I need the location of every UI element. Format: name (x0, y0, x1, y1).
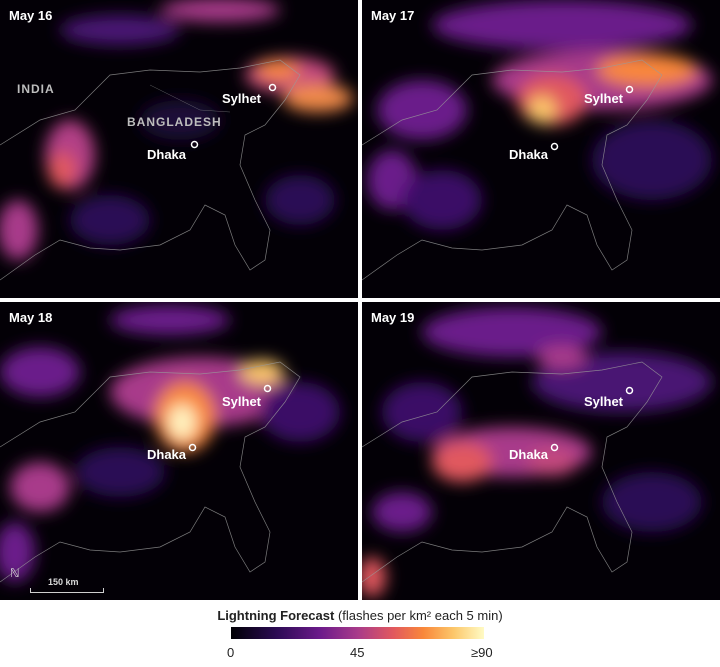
legend-units: (flashes per km² each 5 min) (337, 608, 503, 623)
legend-colorbar (231, 627, 484, 639)
lightning-map-may-19 (362, 307, 712, 597)
north-arrow-icon: ℕ (10, 566, 20, 580)
city-label-dhaka: Dhaka (147, 147, 187, 162)
panel-date: May 19 (371, 310, 415, 325)
city-label-sylhet: Sylhet (584, 394, 624, 409)
map-panel-may-19: May 19 Sylhet Dhaka (362, 302, 720, 600)
legend-tick-mid: 45 (350, 645, 365, 660)
city-marker-dhaka (550, 142, 559, 151)
legend-title: Lightning Forecast (flashes per km² each… (0, 608, 720, 623)
city-label-sylhet: Sylhet (222, 394, 262, 409)
city-marker-dhaka (190, 140, 199, 149)
scale-label: 150 km (48, 577, 79, 587)
lightning-map-may-18 (0, 305, 340, 583)
city-label-sylhet: Sylhet (222, 91, 262, 106)
city-marker-sylhet (263, 384, 272, 393)
city-marker-sylhet (625, 85, 634, 94)
map-panel-may-18: May 18 Sylhet Dhaka (0, 302, 358, 600)
city-label-dhaka: Dhaka (509, 147, 549, 162)
lightning-map-may-17 (362, 0, 712, 281)
city-marker-dhaka (188, 443, 197, 452)
lightning-map-may-16 (0, 0, 353, 281)
city-label-sylhet: Sylhet (584, 91, 624, 106)
legend-tick-max: ≥90 (471, 645, 493, 660)
legend-tick-min: 0 (227, 645, 235, 660)
country-label-bangladesh: BANGLADESH (127, 115, 222, 129)
city-marker-sylhet (625, 386, 634, 395)
city-marker-sylhet (268, 83, 277, 92)
legend-title-text: Lightning Forecast (217, 608, 335, 623)
panel-date: May 18 (9, 310, 53, 325)
map-panel-may-16: May 16 INDIA BANGLADESH Sylhet Dhaka (0, 0, 358, 298)
city-marker-dhaka (550, 443, 559, 452)
map-panel-may-17: May 17 Sylhet Dhaka (362, 0, 720, 298)
city-label-dhaka: Dhaka (509, 447, 549, 462)
country-label-india: INDIA (17, 82, 55, 96)
panel-date: May 16 (9, 8, 53, 23)
panel-date: May 17 (371, 8, 415, 23)
scale-bar (30, 588, 104, 593)
city-label-dhaka: Dhaka (147, 447, 187, 462)
